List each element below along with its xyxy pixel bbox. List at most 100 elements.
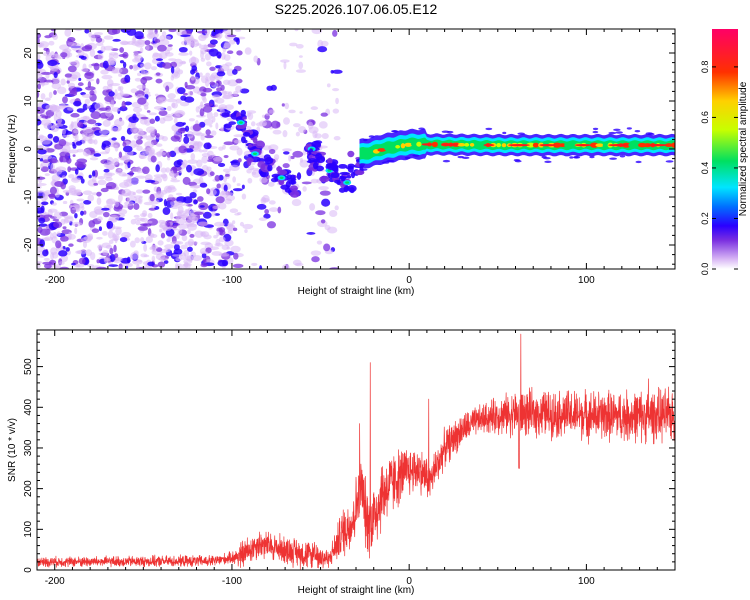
spectrogram-noise-blob bbox=[76, 162, 87, 169]
spectrogram-noise-blob bbox=[180, 244, 188, 250]
snr-y-tick-label: 300 bbox=[23, 439, 34, 456]
spectrogram-noise-blob bbox=[154, 115, 160, 122]
spectrogram-noise-blob bbox=[223, 184, 228, 192]
spectrogram-noise-blob bbox=[110, 127, 120, 132]
spectrogram-noise-blob bbox=[47, 208, 58, 213]
spectrogram-noise-blob bbox=[197, 196, 204, 202]
spectrogram-noise-blob bbox=[84, 98, 91, 105]
spectrogram-noise-blob bbox=[88, 220, 96, 228]
spectrogram-noise-blob bbox=[175, 66, 181, 74]
spectrogram-noise-blob bbox=[81, 132, 88, 138]
spectrogram-noise-blob bbox=[167, 44, 173, 47]
spectrogram-noise-blob bbox=[115, 168, 123, 175]
spectrogram-noise-blob bbox=[164, 244, 175, 249]
spectrogram-noise-blob bbox=[187, 246, 193, 252]
spectrogram-noise-blob bbox=[183, 136, 190, 144]
spectrogram-noise-blob bbox=[103, 45, 114, 51]
spectrogram-noise-blob bbox=[97, 53, 104, 61]
spectrogram-noise-blob bbox=[83, 210, 87, 215]
spectrogram-noise-blob bbox=[129, 170, 134, 177]
spectrogram-noise-blob bbox=[60, 235, 69, 242]
carrier-core-segment bbox=[474, 142, 481, 148]
spectrogram-noise-blob bbox=[320, 112, 328, 117]
spectrogram-noise-blob bbox=[138, 152, 146, 160]
spectrogram-noise-blob bbox=[113, 118, 125, 127]
spectrogram-trace-blob bbox=[246, 157, 254, 163]
spectrogram-noise-blob bbox=[332, 87, 340, 92]
spectrogram-noise-blob bbox=[188, 38, 196, 42]
spectrogram-trace-peak bbox=[279, 176, 284, 179]
spectrogram-noise-blob bbox=[44, 173, 50, 177]
spectrogram-noise-blob bbox=[236, 50, 243, 56]
spectrogram-noise-blob bbox=[223, 123, 232, 129]
spectrogram-noise-blob bbox=[53, 53, 59, 59]
spectrogram-noise-blob bbox=[132, 107, 143, 113]
spectrogram-noise-blob bbox=[319, 190, 331, 196]
spectrogram-noise-blob bbox=[80, 178, 85, 184]
spectrogram-noise-blob bbox=[317, 39, 324, 48]
spectrogram-noise-blob bbox=[87, 81, 92, 88]
spectrogram-noise-blob bbox=[214, 242, 224, 247]
spectrogram-noise-blob bbox=[266, 221, 277, 229]
carrier-core-segment bbox=[457, 142, 466, 147]
spectrogram-noise-blob bbox=[221, 106, 226, 110]
spectrogram-trace-blob bbox=[255, 140, 266, 149]
spectrogram-noise-blob bbox=[114, 235, 118, 244]
spectrogram-noise-blob bbox=[48, 193, 56, 199]
carrier-side-blob bbox=[665, 160, 674, 163]
spectrogram-noise-blob bbox=[84, 29, 90, 34]
spectrogram-noise-blob bbox=[89, 48, 96, 57]
spectrogram-noise-blob bbox=[43, 214, 53, 218]
spectrogram-noise-blob bbox=[124, 74, 131, 83]
spectrogram-noise-blob bbox=[162, 224, 168, 231]
spectrogram-noise-blob bbox=[44, 35, 52, 39]
spectrogram-noise-blob bbox=[112, 157, 119, 166]
spectrogram-noise-blob bbox=[149, 233, 155, 238]
spectrogram-noise-blob bbox=[215, 97, 225, 104]
spectrogram-noise-blob bbox=[94, 32, 104, 36]
spectrogram-noise-blob bbox=[159, 228, 163, 233]
spectrogram-noise-blob bbox=[58, 139, 67, 147]
spectrogram-noise-blob bbox=[48, 40, 55, 46]
spectrogram-noise-blob bbox=[122, 142, 127, 147]
spectrogram-noise-blob bbox=[221, 259, 229, 267]
spectrogram-noise-blob bbox=[246, 168, 252, 174]
spectrogram-noise-blob bbox=[251, 262, 258, 266]
spectrogram-noise-blob bbox=[263, 213, 271, 219]
spectrogram-trace-layer bbox=[230, 109, 366, 198]
spectrogram-noise-blob bbox=[91, 63, 100, 67]
spectrogram-noise-blob bbox=[90, 111, 101, 120]
spectrogram-noise-blob bbox=[37, 226, 43, 234]
spectrogram-noise-blob bbox=[201, 252, 207, 259]
spectrogram-noise-blob bbox=[134, 31, 144, 40]
spectrogram-noise-blob bbox=[284, 102, 290, 110]
spectrogram-trace-blob bbox=[289, 185, 298, 192]
spectrogram-noise-blob bbox=[106, 220, 114, 229]
spectrogram-noise-blob bbox=[152, 199, 160, 205]
spectrogram-noise-blob bbox=[130, 88, 138, 94]
spectrogram-noise-blob bbox=[131, 167, 142, 173]
spectrogram-noise-blob bbox=[229, 164, 240, 171]
carrier-side-blob bbox=[635, 160, 642, 164]
spectrogram-noise-blob bbox=[43, 122, 53, 130]
spectrogram-noise-blob bbox=[124, 201, 135, 207]
spectrogram-noise-blob bbox=[155, 151, 166, 156]
spectrogram-noise-blob bbox=[223, 29, 232, 35]
spectrogram-noise-blob bbox=[55, 166, 67, 173]
spectrogram-trace-blob bbox=[277, 169, 288, 176]
spectrogram-noise-blob bbox=[68, 243, 74, 247]
spectrogram-noise-blob bbox=[120, 135, 126, 141]
spectrogram-noise-blob bbox=[294, 29, 299, 32]
spectrogram-noise-blob bbox=[307, 121, 314, 130]
spectrogram-noise-blob bbox=[51, 202, 57, 206]
spectrogram-noise-blob bbox=[163, 35, 172, 40]
spectrogram-noise-blob bbox=[49, 186, 57, 195]
spectrogram-noise-blob bbox=[193, 211, 204, 216]
spectrogram-noise-blob bbox=[68, 91, 78, 97]
spectrogram-noise-blob bbox=[143, 117, 152, 126]
spectrogram-noise-blob bbox=[91, 192, 98, 196]
spectrogram-noise-blob bbox=[113, 52, 119, 59]
spectrogram-noise-blob bbox=[102, 211, 110, 218]
spectrogram-noise-blob bbox=[77, 50, 85, 56]
spectrogram-noise-blob bbox=[43, 79, 54, 83]
